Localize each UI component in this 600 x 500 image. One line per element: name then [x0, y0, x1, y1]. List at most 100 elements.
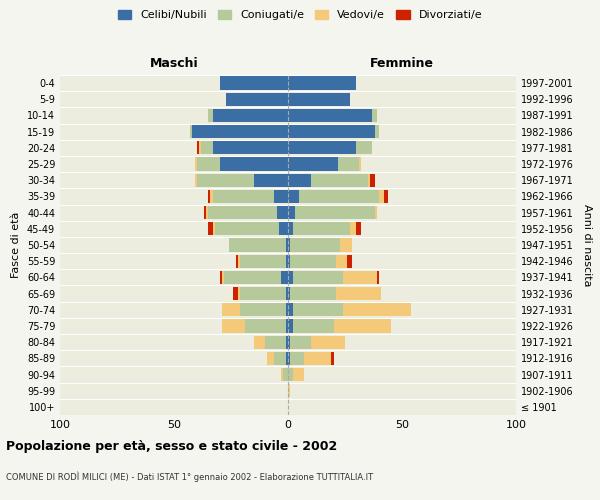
Bar	[226, 92, 288, 106]
Bar	[288, 384, 290, 398]
Bar	[220, 158, 288, 170]
Bar	[281, 270, 288, 284]
Bar	[279, 222, 288, 235]
Y-axis label: Fasce di età: Fasce di età	[11, 212, 21, 278]
Bar	[254, 336, 265, 349]
Bar	[311, 336, 345, 349]
Bar	[356, 141, 373, 154]
Text: Popolazione per età, sesso e stato civile - 2002: Popolazione per età, sesso e stato civil…	[6, 440, 337, 453]
Bar	[268, 352, 274, 365]
Bar	[238, 287, 240, 300]
Bar	[370, 174, 374, 187]
Bar	[331, 352, 334, 365]
Bar	[290, 287, 336, 300]
Bar	[359, 158, 361, 170]
Bar	[340, 238, 352, 252]
Text: COMUNE DI RODÌ MILICI (ME) - Dati ISTAT 1° gennaio 2002 - Elaborazione TUTTITALI: COMUNE DI RODÌ MILICI (ME) - Dati ISTAT …	[6, 472, 373, 482]
Bar	[197, 141, 199, 154]
Bar	[190, 125, 192, 138]
Bar	[368, 174, 370, 187]
Bar	[286, 336, 288, 349]
Bar	[213, 190, 274, 203]
Bar	[343, 303, 411, 316]
Bar	[290, 352, 304, 365]
Bar	[222, 320, 245, 332]
Bar	[377, 270, 379, 284]
Bar	[384, 190, 388, 203]
Bar	[281, 368, 283, 381]
Bar	[288, 158, 338, 170]
Bar	[288, 190, 299, 203]
Bar	[208, 190, 211, 203]
Bar	[240, 287, 286, 300]
Bar	[286, 303, 288, 316]
Text: Femmine: Femmine	[370, 57, 434, 70]
Bar	[215, 222, 279, 235]
Bar	[286, 238, 288, 252]
Bar	[288, 352, 290, 365]
Legend: Celibi/Nubili, Coniugati/e, Vedovi/e, Divorziati/e: Celibi/Nubili, Coniugati/e, Vedovi/e, Di…	[113, 6, 487, 25]
Bar	[222, 303, 240, 316]
Bar	[288, 336, 290, 349]
Bar	[373, 109, 377, 122]
Bar	[208, 109, 213, 122]
Bar	[229, 238, 286, 252]
Bar	[277, 206, 288, 220]
Bar	[274, 190, 288, 203]
Bar	[288, 222, 293, 235]
Bar	[194, 158, 197, 170]
Bar	[350, 222, 356, 235]
Bar	[286, 287, 288, 300]
Bar	[274, 352, 286, 365]
Bar	[220, 270, 222, 284]
Bar	[203, 206, 206, 220]
Bar	[224, 270, 281, 284]
Bar	[245, 320, 286, 332]
Bar	[293, 320, 334, 332]
Bar	[213, 141, 288, 154]
Bar	[299, 190, 379, 203]
Bar	[288, 368, 293, 381]
Bar	[288, 141, 356, 154]
Bar	[304, 352, 331, 365]
Bar	[293, 222, 350, 235]
Bar	[208, 206, 277, 220]
Bar	[233, 287, 238, 300]
Bar	[347, 254, 352, 268]
Bar	[288, 76, 356, 90]
Bar	[290, 254, 336, 268]
Bar	[213, 222, 215, 235]
Bar	[288, 206, 295, 220]
Bar	[211, 190, 213, 203]
Bar	[283, 368, 288, 381]
Y-axis label: Anni di nascita: Anni di nascita	[582, 204, 592, 286]
Bar	[293, 368, 304, 381]
Bar	[288, 92, 350, 106]
Bar	[338, 158, 359, 170]
Bar	[240, 254, 286, 268]
Bar	[220, 76, 288, 90]
Bar	[288, 287, 290, 300]
Bar	[265, 336, 286, 349]
Bar	[288, 174, 311, 187]
Bar	[374, 125, 379, 138]
Bar	[293, 270, 343, 284]
Bar	[356, 222, 361, 235]
Bar	[379, 190, 384, 203]
Text: Maschi: Maschi	[149, 57, 199, 70]
Bar	[290, 336, 311, 349]
Bar	[202, 141, 213, 154]
Bar	[288, 270, 293, 284]
Bar	[206, 206, 208, 220]
Bar	[197, 158, 220, 170]
Bar	[288, 320, 293, 332]
Bar	[213, 109, 288, 122]
Bar	[208, 222, 213, 235]
Bar	[288, 303, 293, 316]
Bar	[288, 238, 290, 252]
Bar	[240, 303, 286, 316]
Bar	[288, 125, 374, 138]
Bar	[236, 254, 238, 268]
Bar	[336, 254, 347, 268]
Bar	[334, 320, 391, 332]
